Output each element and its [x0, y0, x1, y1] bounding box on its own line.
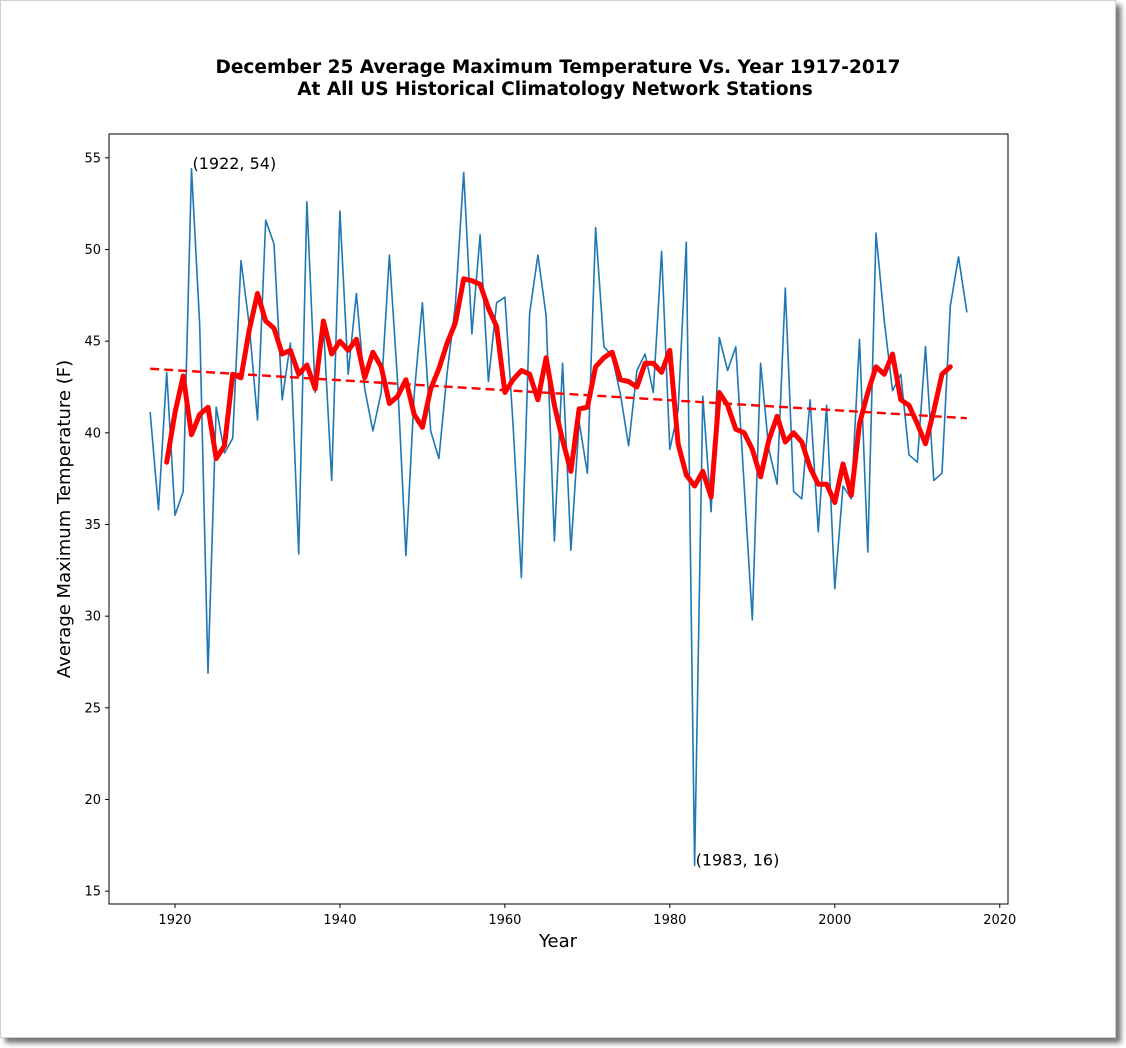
x-tick-label: 2020 [983, 913, 1016, 928]
y-tick-label: 30 [84, 610, 101, 625]
series-layer [149, 168, 968, 867]
x-axis: 1920 1940 1960 1980 2000 2020 [158, 904, 1016, 928]
annotation-layer: (1922, 54) (1983, 16) [192, 154, 779, 870]
series-line-1 [149, 168, 968, 867]
y-tick-label: 15 [84, 885, 101, 900]
x-axis-label: Year [538, 931, 578, 952]
x-tick-label: 1920 [158, 913, 191, 928]
x-tick-label: 1940 [323, 913, 356, 928]
y-axis-label: Average Maximum Temperature (F) [54, 360, 75, 678]
series-line-2 [164, 276, 953, 505]
y-axis: 15 20 25 30 35 40 45 50 55 [84, 151, 109, 900]
x-tick-label: 2000 [818, 913, 851, 928]
y-tick-label: 40 [84, 426, 101, 441]
y-tick-label: 45 [84, 335, 101, 350]
x-tick-label: 1960 [488, 913, 521, 928]
plot-area [108, 133, 1009, 905]
chart-title-line2: At All US Historical Climatology Network… [297, 79, 813, 100]
y-tick-label: 50 [84, 243, 101, 258]
y-tick-label: 35 [84, 518, 101, 533]
annotation-1: (1922, 54) [192, 154, 276, 173]
y-tick-label: 25 [84, 701, 101, 716]
x-tick-label: 1980 [653, 913, 686, 928]
annotation-2: (1983, 16) [696, 851, 780, 870]
series-line-3 [150, 367, 967, 420]
chart-title-line1: December 25 Average Maximum Temperature … [216, 57, 901, 78]
y-tick-label: 20 [84, 793, 101, 808]
y-tick-label: 55 [84, 151, 101, 166]
